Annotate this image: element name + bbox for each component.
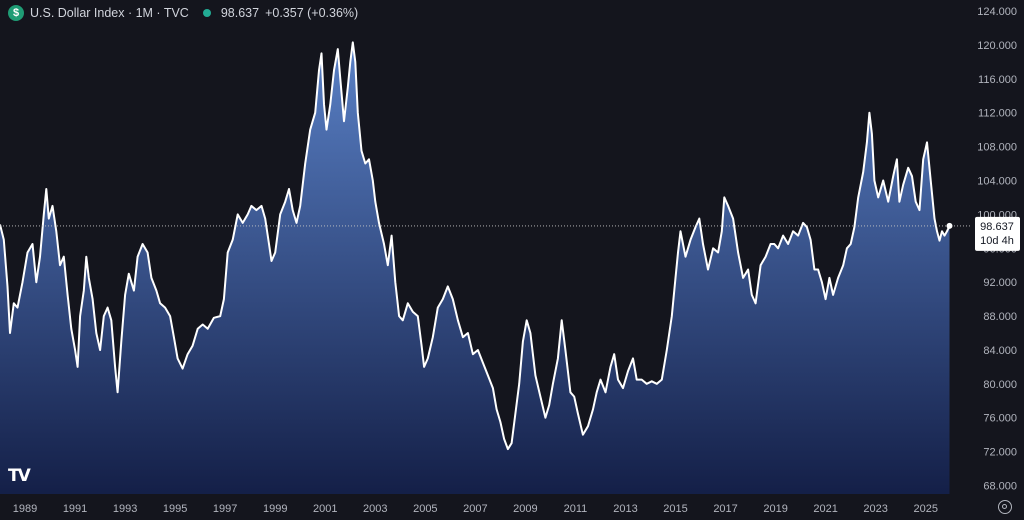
last-point-marker xyxy=(946,222,953,229)
last-price-box xyxy=(975,216,1020,251)
x-tick-label: 1995 xyxy=(163,503,187,515)
x-tick-label: 1991 xyxy=(63,503,87,515)
tradingview-logo[interactable]: TV xyxy=(8,466,31,486)
y-tick-label: 108.000 xyxy=(977,142,1017,154)
symbol-header[interactable]: $ U.S. Dollar Index · 1M · TVC 98.637 +0… xyxy=(8,4,358,22)
x-tick-label: 2013 xyxy=(613,503,637,515)
x-tick-label: 2005 xyxy=(413,503,437,515)
y-tick-label: 76.000 xyxy=(983,413,1017,425)
y-tick-label: 80.000 xyxy=(983,379,1017,391)
x-tick-label: 2001 xyxy=(313,503,337,515)
bar-countdown: 10d 4h xyxy=(980,235,1014,247)
y-tick-label: 68.000 xyxy=(983,481,1017,493)
x-tick-label: 2021 xyxy=(813,503,837,515)
x-tick-label: 2017 xyxy=(713,503,737,515)
dollar-symbol-icon: $ xyxy=(8,5,24,21)
x-tick-label: 2025 xyxy=(913,503,937,515)
y-tick-label: 124.000 xyxy=(977,6,1017,18)
x-tick-label: 1999 xyxy=(263,503,287,515)
x-tick-label: 2003 xyxy=(363,503,387,515)
y-tick-label: 84.000 xyxy=(983,345,1017,357)
header-price: 98.637 xyxy=(220,6,260,20)
settings-gear-icon[interactable] xyxy=(998,500,1012,514)
last-price-label: 98.637 10d 4h xyxy=(975,216,1020,251)
header-change: +0.357 (+0.36%) xyxy=(265,6,359,20)
x-tick-label: 2011 xyxy=(564,503,588,515)
symbol-title[interactable]: U.S. Dollar Index · 1M · TVC xyxy=(30,6,189,20)
area-fill-layer xyxy=(0,42,950,495)
price-line xyxy=(0,41,951,451)
y-tick-label: 92.000 xyxy=(983,277,1017,289)
x-tick-label: 1993 xyxy=(113,503,137,515)
x-tick-label: 2023 xyxy=(863,503,887,515)
x-tick-label: 1997 xyxy=(213,503,237,515)
y-tick-label: 120.000 xyxy=(977,40,1017,52)
y-tick-label: 104.000 xyxy=(977,175,1017,187)
market-status-dot-icon xyxy=(202,9,211,17)
y-tick-label: 72.000 xyxy=(983,447,1017,459)
x-tick-label: 2009 xyxy=(513,503,537,515)
x-tick-label: 2007 xyxy=(463,503,487,515)
x-axis[interactable]: 1989 1991 1993 1995 1997 1999 2001 2003 2005 2007… xyxy=(13,503,938,515)
y-axis[interactable]: 68.000 72.000 76.000 80.000 84.000 88.000 92.0… xyxy=(977,6,1017,493)
x-tick-label: 2019 xyxy=(763,503,787,515)
y-tick-label: 88.000 xyxy=(983,311,1017,323)
y-tick-label: 116.000 xyxy=(978,74,1017,86)
last-price-value: 98.637 xyxy=(980,221,1014,233)
price-line-layer xyxy=(0,41,972,451)
area-fill xyxy=(0,42,950,495)
x-tick-label: 2015 xyxy=(663,503,687,515)
y-tick-label: 112.000 xyxy=(978,108,1017,120)
x-tick-label: 1989 xyxy=(13,503,37,515)
